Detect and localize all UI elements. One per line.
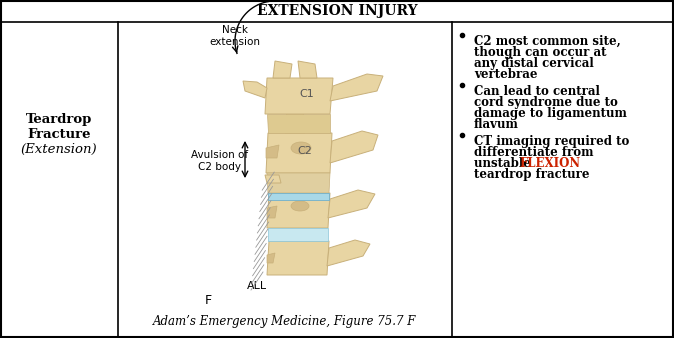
Polygon shape bbox=[243, 81, 267, 98]
Text: ALL: ALL bbox=[247, 281, 267, 291]
Text: damage to ligamentum: damage to ligamentum bbox=[474, 107, 627, 120]
Polygon shape bbox=[268, 228, 328, 241]
Polygon shape bbox=[267, 173, 330, 193]
Text: Avulsion of
C2 body: Avulsion of C2 body bbox=[191, 150, 249, 172]
Polygon shape bbox=[267, 114, 330, 133]
Polygon shape bbox=[267, 253, 275, 263]
Text: Fracture: Fracture bbox=[27, 127, 91, 141]
Text: C2 most common site,: C2 most common site, bbox=[474, 35, 621, 48]
Text: flavum: flavum bbox=[474, 118, 519, 131]
Text: teardrop fracture: teardrop fracture bbox=[474, 168, 590, 181]
Polygon shape bbox=[266, 145, 279, 158]
Text: unstable: unstable bbox=[474, 157, 535, 170]
Text: CT imaging required to: CT imaging required to bbox=[474, 135, 630, 148]
Polygon shape bbox=[298, 61, 317, 78]
Text: C2: C2 bbox=[297, 146, 313, 156]
Polygon shape bbox=[265, 78, 333, 114]
Polygon shape bbox=[328, 190, 375, 218]
Polygon shape bbox=[330, 74, 383, 101]
Polygon shape bbox=[267, 206, 277, 218]
Polygon shape bbox=[268, 193, 329, 200]
Polygon shape bbox=[267, 193, 330, 228]
Text: any distal cervical: any distal cervical bbox=[474, 57, 594, 70]
Text: F: F bbox=[205, 293, 212, 307]
Text: vertebrae: vertebrae bbox=[474, 68, 537, 81]
Ellipse shape bbox=[291, 201, 309, 211]
Text: (Extension): (Extension) bbox=[21, 143, 97, 155]
Text: Teardrop: Teardrop bbox=[26, 114, 92, 126]
Text: Can lead to central: Can lead to central bbox=[474, 85, 600, 98]
Text: EXTENSION INJURY: EXTENSION INJURY bbox=[257, 4, 417, 18]
Polygon shape bbox=[285, 106, 305, 133]
Text: Adam’s Emergency Medicine, Figure 75.7 F: Adam’s Emergency Medicine, Figure 75.7 F bbox=[153, 315, 417, 329]
Text: though can occur at: though can occur at bbox=[474, 46, 607, 59]
Polygon shape bbox=[267, 241, 329, 275]
Text: FLEXION: FLEXION bbox=[519, 157, 580, 170]
Text: Neck
extension: Neck extension bbox=[210, 25, 260, 47]
Text: C1: C1 bbox=[300, 89, 314, 99]
Text: differentiate from: differentiate from bbox=[474, 146, 594, 159]
Polygon shape bbox=[330, 131, 378, 163]
Polygon shape bbox=[327, 240, 370, 266]
Polygon shape bbox=[265, 175, 281, 183]
Ellipse shape bbox=[291, 142, 311, 154]
Polygon shape bbox=[273, 61, 292, 78]
Polygon shape bbox=[266, 133, 332, 173]
Text: cord syndrome due to: cord syndrome due to bbox=[474, 96, 618, 109]
